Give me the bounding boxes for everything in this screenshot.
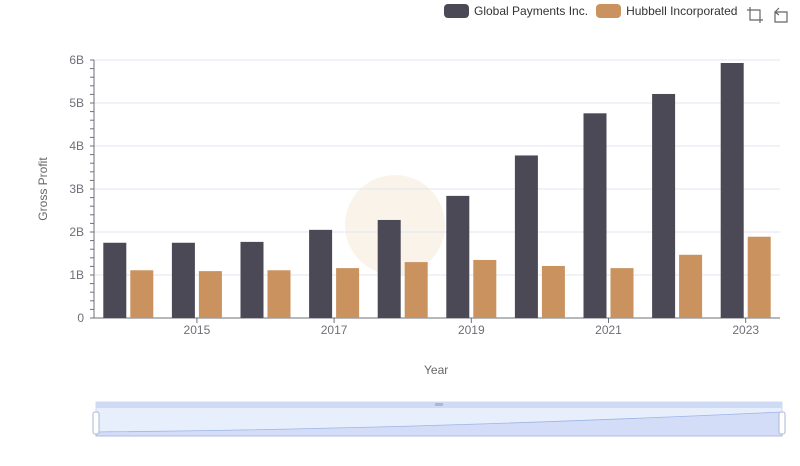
bar-hubbell-2015 [198, 271, 222, 318]
bar-global-payments-2022 [652, 93, 676, 318]
y-tick-label: 0 [77, 311, 84, 325]
x-axis-title: Year [424, 363, 449, 377]
bar-global-payments-2014 [103, 242, 127, 318]
legend: Global Payments Inc. Hubbell Incorporate… [444, 4, 745, 18]
y-axis-title: Gross Profit [36, 157, 50, 221]
legend-swatch-global-payments [444, 4, 469, 18]
x-tick-label: 2015 [184, 323, 211, 337]
bar-hubbell-2020 [541, 265, 565, 318]
bar-global-payments-2020 [514, 155, 538, 318]
y-tick-label: 5B [69, 96, 84, 110]
bar-hubbell-2019 [473, 259, 497, 318]
y-tick-label: 6B [69, 53, 84, 67]
legend-item-hubbell[interactable]: Hubbell Incorporated [596, 4, 737, 18]
bar-hubbell-2021 [610, 268, 634, 318]
bar-global-payments-2018 [377, 219, 401, 318]
y-tick-label: 1B [69, 268, 84, 282]
x-tick-label: 2019 [458, 323, 485, 337]
bar-hubbell-2022 [679, 254, 703, 318]
bar-global-payments-2016 [240, 241, 264, 318]
bar-hubbell-2018 [404, 262, 428, 318]
legend-label-hubbell: Hubbell Incorporated [626, 4, 738, 18]
legend-label-global-payments: Global Payments Inc. [474, 4, 589, 18]
datazoom-handle-right[interactable] [778, 411, 786, 435]
y-tick-label: 4B [69, 139, 84, 153]
y-tick-label: 3B [69, 182, 84, 196]
legend-item-global-payments[interactable]: Global Payments Inc. [444, 4, 588, 18]
x-tick-label: 2017 [321, 323, 348, 337]
bar-hubbell-2014 [130, 270, 154, 318]
x-tick-label: 2023 [732, 323, 759, 337]
zoom-area-icon[interactable] [746, 6, 764, 24]
bar-global-payments-2023 [720, 63, 744, 319]
bar-hubbell-2023 [747, 236, 771, 318]
datazoom-drag-grip [435, 403, 443, 406]
legend-swatch-hubbell [596, 4, 622, 18]
bar-global-payments-2019 [446, 195, 470, 318]
toolbox [746, 6, 790, 24]
bar-global-payments-2015 [171, 242, 195, 318]
bar-hubbell-2017 [336, 268, 360, 318]
y-tick-label: 2B [69, 225, 84, 239]
x-tick-label: 2021 [595, 323, 622, 337]
bar-global-payments-2017 [309, 229, 333, 318]
restore-icon[interactable] [772, 6, 790, 24]
bar-global-payments-2021 [583, 113, 607, 318]
datazoom-preview-area [95, 411, 783, 437]
datazoom-handle-left[interactable] [92, 411, 100, 435]
bar-hubbell-2016 [267, 270, 291, 318]
